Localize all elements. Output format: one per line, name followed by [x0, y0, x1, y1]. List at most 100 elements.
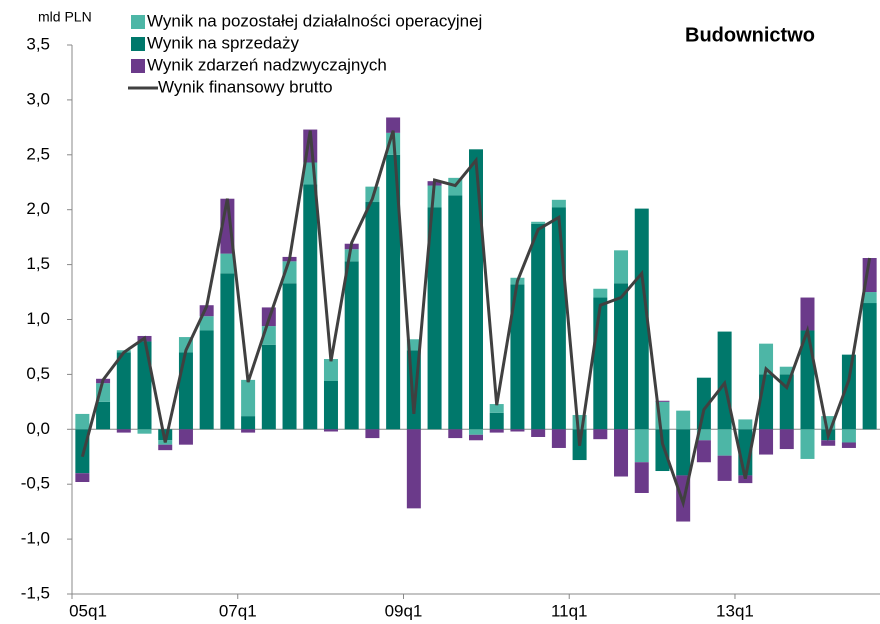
y-tick-label: 3,0 — [26, 89, 50, 108]
bar-segment — [75, 413, 90, 430]
bar-segment — [676, 429, 691, 476]
bar-segment — [137, 341, 152, 430]
bar-segment — [469, 149, 483, 430]
bar-segment — [738, 475, 753, 484]
x-tick-label: 09q1 — [385, 601, 423, 620]
bar-segment — [448, 195, 463, 430]
bar-segment — [800, 429, 815, 459]
bar-segment — [738, 419, 753, 430]
bar-segment — [241, 416, 256, 430]
bar-segment — [282, 283, 297, 430]
chart-title: Budownictwo — [685, 24, 815, 46]
bar-segment — [593, 288, 608, 298]
bar-segment — [489, 404, 504, 413]
y-tick-label: 3,5 — [26, 34, 50, 53]
bar-segment — [261, 344, 276, 430]
bar-segment — [178, 352, 193, 430]
bar-segment — [551, 429, 566, 448]
bar-segment — [821, 440, 836, 446]
bar-segment — [614, 429, 629, 477]
bar-segment — [303, 184, 318, 430]
y-tick-label: 1,0 — [26, 309, 50, 328]
bar-segment — [862, 303, 877, 430]
bar-segment — [696, 429, 711, 441]
y-tick-label: 2,0 — [26, 199, 50, 218]
line — [80, 130, 872, 509]
legend-swatch — [131, 15, 145, 29]
bar-segment — [531, 429, 546, 437]
legend-label: Wynik finansowy brutto — [158, 77, 333, 96]
bar-segment — [220, 253, 235, 274]
bar-segment — [96, 401, 111, 430]
bar-segment — [344, 261, 359, 430]
legend-label: Wynik na pozostałej działalności operacy… — [147, 11, 482, 30]
bar-segment — [323, 380, 338, 430]
bar-segment — [116, 352, 131, 430]
y-tick-label: -1,5 — [21, 583, 50, 602]
bar-segment — [841, 354, 856, 430]
bar-segment — [676, 410, 691, 430]
bar-segment — [717, 429, 732, 456]
bar-segment — [779, 366, 794, 375]
bar-segment — [448, 429, 463, 439]
bar-segment — [323, 359, 338, 381]
bar-segment — [531, 221, 546, 224]
bar-segment — [593, 297, 608, 430]
bar-segment — [469, 429, 483, 435]
bar-segment — [365, 429, 380, 439]
bar-segment — [614, 250, 629, 284]
y-axis-label: mld PLN — [38, 9, 92, 25]
bar-segment — [489, 412, 504, 430]
bar-segment — [365, 202, 380, 430]
bar-segment — [220, 273, 235, 430]
y-tick-label: -1,0 — [21, 529, 50, 548]
y-tick-label: -0,5 — [21, 474, 50, 493]
bar-segment — [489, 429, 504, 433]
bar-segment — [199, 330, 214, 430]
bar-segment — [759, 429, 774, 455]
bar-segment — [655, 400, 670, 402]
bar-segment — [841, 442, 856, 448]
legend-label: Wynik na sprzedaży — [147, 33, 299, 52]
bar-segment — [427, 207, 442, 430]
bar-segment — [531, 223, 546, 430]
bar-segment — [634, 208, 649, 430]
bar-segment — [655, 429, 670, 472]
bar-segment — [406, 429, 421, 509]
bar-segment — [241, 429, 256, 433]
legend-label: Wynik zdarzeń nadzwyczajnych — [147, 55, 387, 74]
bar-segment — [614, 283, 629, 430]
bar-segment — [386, 117, 401, 133]
x-tick-label: 13q1 — [716, 601, 754, 620]
y-tick-label: 2,5 — [26, 144, 50, 163]
bar-segment — [386, 154, 401, 430]
bar-segment — [510, 284, 525, 430]
bar-segment — [800, 297, 815, 331]
bar-segment — [406, 339, 421, 351]
bar-segment — [199, 305, 214, 317]
bar-segment — [158, 444, 173, 451]
bar-segment — [75, 473, 90, 483]
x-tick-label: 11q1 — [551, 601, 588, 620]
bar-segment — [469, 434, 483, 441]
bar-segment — [779, 429, 794, 450]
bar-segment — [551, 207, 566, 430]
bar-segment — [841, 429, 856, 443]
legend-swatch — [131, 37, 145, 51]
bar-segment — [696, 377, 711, 430]
bar-segment — [241, 379, 256, 417]
y-tick-label: 0,5 — [26, 364, 50, 383]
bar-segment — [759, 343, 774, 375]
bar-segment — [551, 199, 566, 208]
bar-segment — [593, 429, 608, 440]
x-tick-label: 05q1 — [69, 601, 107, 620]
y-tick-label: 1,5 — [26, 254, 50, 273]
bar-segment — [634, 429, 649, 463]
x-tick-label: 07q1 — [219, 601, 257, 620]
bar-segment — [116, 429, 131, 433]
bar-segment — [323, 429, 338, 432]
bar-segment — [199, 316, 214, 331]
legend-swatch — [131, 59, 145, 73]
bar-segment — [634, 462, 649, 493]
